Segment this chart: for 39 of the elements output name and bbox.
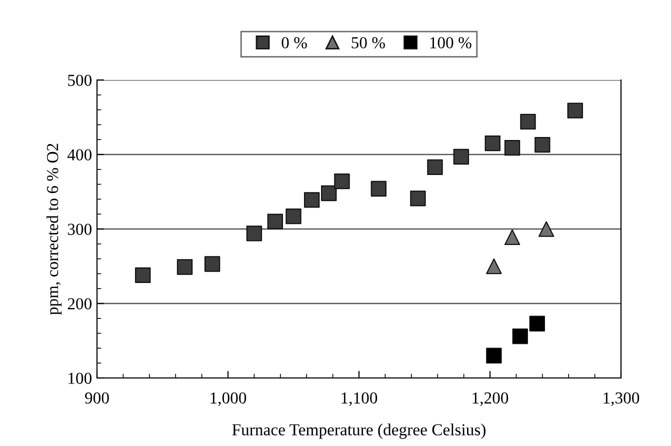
legend-label: 100 % (430, 37, 472, 48)
point (135, 267, 151, 284)
point (504, 140, 520, 156)
point (529, 316, 545, 332)
x-tick-label: 900 (85, 392, 109, 404)
point (504, 229, 520, 246)
y-tick-label: 500 (68, 74, 92, 86)
x-tick-label: 1,300 (604, 392, 640, 406)
point (453, 148, 470, 165)
point (321, 185, 337, 202)
legend-label: 0 % (282, 37, 307, 48)
y-tick-label: 400 (67, 149, 92, 160)
point (486, 348, 502, 364)
point (538, 221, 554, 237)
point (176, 259, 193, 275)
point (204, 256, 220, 272)
point (304, 192, 320, 208)
point (246, 226, 262, 242)
y-tick-label: 300 (68, 224, 92, 235)
point (286, 208, 302, 224)
point (512, 328, 528, 344)
y-tick-label: 200 (68, 298, 92, 310)
point (484, 135, 500, 152)
x-tick-label: 1,000 (210, 392, 246, 406)
x-tick-label: 1,200 (472, 392, 508, 406)
point (370, 180, 386, 197)
x-tick-label: 1,100 (342, 392, 378, 406)
point (267, 214, 283, 230)
legend-label: 50 % (352, 37, 385, 48)
y-axis-title: ppm, corrected to 6 % O2 (46, 144, 62, 315)
point (534, 136, 550, 153)
point (410, 190, 426, 206)
point (567, 102, 583, 118)
x-axis-title: Furnace Temperature (degree Celsius) (232, 424, 486, 439)
point (427, 159, 443, 176)
point (520, 114, 536, 130)
y-tick-label: 100 (68, 372, 92, 384)
point (486, 258, 502, 274)
point (334, 173, 350, 190)
